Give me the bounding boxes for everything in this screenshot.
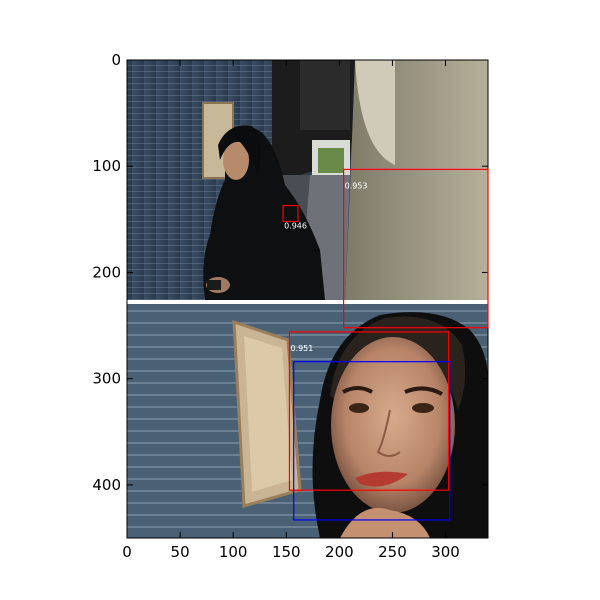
detection-box bbox=[288, 331, 450, 491]
bottom-photo bbox=[127, 304, 488, 538]
x-tick-label: 50 bbox=[171, 543, 190, 561]
detection-box bbox=[343, 168, 489, 329]
y-tick-label: 400 bbox=[92, 476, 121, 494]
x-tick-label: 250 bbox=[378, 543, 407, 561]
x-tick-label: 300 bbox=[431, 543, 460, 561]
y-tick-label: 100 bbox=[92, 157, 121, 175]
x-tick-label: 100 bbox=[219, 543, 248, 561]
x-axis: 0 50 100 150 200 250 300 bbox=[122, 60, 460, 561]
y-tick-label: 300 bbox=[92, 370, 121, 388]
x-tick-label: 200 bbox=[325, 543, 354, 561]
y-axis: 0 100 200 300 400 bbox=[92, 51, 488, 494]
x-tick-label: 150 bbox=[272, 543, 301, 561]
x-tick-label: 0 bbox=[122, 543, 132, 561]
detection-score-label: 0.953 bbox=[345, 181, 368, 190]
y-tick-label: 0 bbox=[111, 51, 121, 69]
detection-box bbox=[293, 361, 451, 521]
y-tick-label: 200 bbox=[92, 263, 121, 281]
detection-score-label: 0.946 bbox=[284, 221, 307, 230]
detection-boxes: 0.953 0.946 0.951 bbox=[282, 168, 489, 521]
photo-divider bbox=[127, 300, 488, 304]
photo bbox=[127, 60, 488, 538]
detection-box bbox=[282, 204, 299, 223]
top-photo bbox=[127, 60, 488, 301]
detection-score-label: 0.951 bbox=[290, 344, 313, 353]
